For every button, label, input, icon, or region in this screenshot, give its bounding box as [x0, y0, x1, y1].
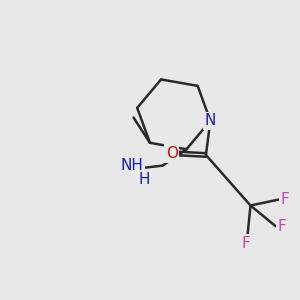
Text: F: F — [281, 192, 290, 207]
Text: H: H — [138, 172, 150, 188]
Text: F: F — [242, 236, 250, 251]
Text: O: O — [166, 146, 178, 161]
Text: F: F — [278, 219, 287, 234]
Text: N: N — [205, 113, 216, 128]
Text: NH: NH — [120, 158, 143, 173]
